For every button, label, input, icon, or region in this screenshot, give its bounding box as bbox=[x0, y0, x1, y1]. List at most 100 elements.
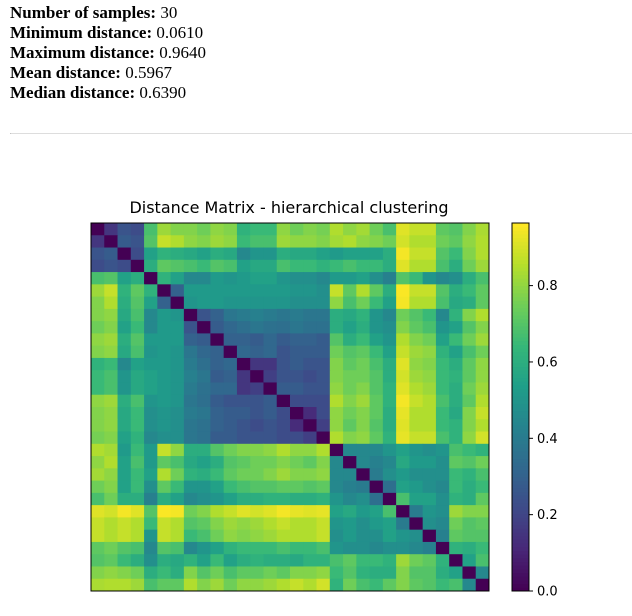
heatmap-cell bbox=[223, 235, 238, 249]
heatmap-cell bbox=[462, 235, 477, 249]
heatmap-cell bbox=[157, 541, 172, 555]
heatmap-cell bbox=[263, 345, 278, 359]
heatmap-cell bbox=[263, 321, 278, 334]
heatmap-cell bbox=[422, 456, 437, 469]
colorbar-segment bbox=[512, 465, 529, 471]
colorbar-segment bbox=[512, 373, 529, 379]
heatmap-cell bbox=[223, 407, 238, 420]
heatmap-cell bbox=[409, 321, 424, 334]
heatmap-cell bbox=[356, 333, 371, 347]
heatmap-cell bbox=[197, 566, 211, 580]
colorbar-segment bbox=[512, 513, 529, 518]
heatmap-cell bbox=[475, 333, 490, 347]
heatmap-cell bbox=[170, 296, 185, 310]
heatmap-cell bbox=[382, 394, 397, 408]
heatmap-cell bbox=[369, 431, 384, 445]
heatmap-cell bbox=[183, 357, 198, 371]
heatmap-cell bbox=[104, 554, 119, 567]
heatmap-cell bbox=[396, 480, 410, 494]
heatmap-cell bbox=[369, 468, 384, 482]
heatmap-cell bbox=[91, 321, 105, 334]
heatmap-cell bbox=[369, 578, 384, 592]
colorbar-segment bbox=[512, 355, 529, 360]
heatmap-cell bbox=[356, 235, 371, 249]
heatmap-cell bbox=[104, 370, 119, 383]
heatmap-cell bbox=[462, 223, 477, 236]
heatmap-cell bbox=[409, 566, 424, 580]
heatmap-cell bbox=[104, 480, 119, 494]
heatmap-cell bbox=[422, 223, 437, 236]
colorbar-segment bbox=[512, 300, 529, 305]
heatmap-cell bbox=[91, 566, 105, 580]
colorbar-segment bbox=[512, 506, 529, 511]
heatmap-cell bbox=[130, 235, 145, 249]
heatmap-cell bbox=[369, 333, 384, 347]
colorbar-segment bbox=[512, 377, 529, 382]
heatmap-cell bbox=[462, 566, 477, 580]
heatmap-cell bbox=[183, 492, 198, 506]
heatmap-cell bbox=[409, 541, 424, 555]
heatmap-cell bbox=[91, 529, 105, 543]
heatmap-cell bbox=[329, 284, 344, 298]
heatmap-cell bbox=[197, 333, 211, 347]
heatmap-cell bbox=[343, 480, 357, 494]
heatmap-cell bbox=[183, 456, 198, 469]
heatmap-cell bbox=[144, 492, 158, 506]
heatmap-cell bbox=[329, 554, 344, 567]
heatmap-cell bbox=[316, 468, 331, 482]
heatmap-cell bbox=[117, 333, 132, 347]
heatmap-cell bbox=[104, 382, 119, 396]
heatmap-cell bbox=[435, 431, 450, 445]
colorbar-segment bbox=[512, 322, 529, 327]
heatmap-cell bbox=[290, 296, 304, 310]
heatmap-cell bbox=[409, 505, 424, 518]
heatmap-cell bbox=[356, 505, 371, 518]
heatmap-cell bbox=[210, 308, 225, 322]
heatmap-cell bbox=[250, 235, 264, 249]
heatmap-cell bbox=[104, 284, 119, 298]
heatmap-cell bbox=[210, 284, 225, 298]
heatmap-cell bbox=[223, 382, 238, 396]
colorbar-segment bbox=[512, 583, 529, 588]
heatmap-cell bbox=[223, 284, 238, 298]
heatmap-cell bbox=[290, 492, 304, 506]
heatmap-cell bbox=[117, 456, 132, 469]
heatmap-cell bbox=[356, 456, 371, 469]
heatmap-cell bbox=[144, 345, 158, 359]
heatmap-cell bbox=[343, 443, 357, 457]
heatmap-cell bbox=[263, 394, 278, 408]
heatmap-cell bbox=[409, 357, 424, 371]
heatmap-cell bbox=[369, 223, 384, 236]
heatmap-cell bbox=[210, 505, 225, 518]
heatmap-cell bbox=[197, 345, 211, 359]
heatmap-cell bbox=[250, 284, 264, 298]
heatmap-cell bbox=[462, 247, 477, 261]
heatmap-cell bbox=[343, 517, 357, 531]
heatmap-cell bbox=[276, 235, 291, 249]
heatmap-cell bbox=[449, 529, 463, 543]
heatmap-cell bbox=[409, 480, 424, 494]
heatmap-cell bbox=[170, 321, 185, 334]
heatmap-cell bbox=[409, 223, 424, 236]
heatmap-cell bbox=[396, 223, 410, 236]
heatmap-cell bbox=[157, 419, 172, 433]
heatmap-cell bbox=[210, 480, 225, 494]
heatmap-cell bbox=[290, 259, 304, 273]
heatmap-cell bbox=[263, 529, 278, 543]
heatmap-cell bbox=[276, 370, 291, 383]
heatmap-cell bbox=[130, 505, 145, 518]
heatmap-cell bbox=[157, 321, 172, 334]
heatmap-cell bbox=[316, 308, 331, 322]
heatmap-cell bbox=[250, 517, 264, 531]
heatmap-cell bbox=[183, 296, 198, 310]
heatmap-cell bbox=[170, 223, 185, 236]
heatmap-cell bbox=[329, 272, 344, 285]
heatmap-cell bbox=[144, 541, 158, 555]
heatmap-cell bbox=[263, 480, 278, 494]
heatmap-cell bbox=[117, 541, 132, 555]
heatmap-cell bbox=[382, 223, 397, 236]
heatmap-cell bbox=[316, 259, 331, 273]
heatmap-cell bbox=[130, 321, 145, 334]
heatmap-cell bbox=[104, 529, 119, 543]
heatmap-cell bbox=[329, 529, 344, 543]
